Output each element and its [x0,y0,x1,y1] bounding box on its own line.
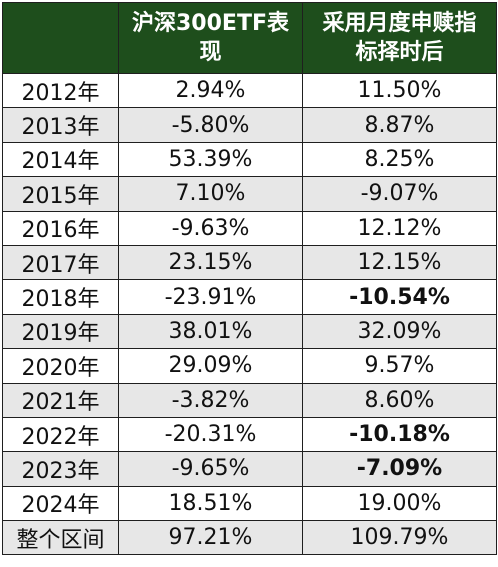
cell-timed-return: 12.12% [302,210,497,246]
cell-timed-return: 8.60% [302,382,497,418]
cell-timed-return: -10.54% [302,279,497,315]
cell-year: 2021年 [2,382,119,418]
cell-etf-return: -23.91% [118,279,303,315]
table-row: 2015年 7.10% -9.07% [2,176,497,212]
table-row: 2013年 -5.80% 8.87% [2,107,497,143]
table-row: 2019年 38.01% 32.09% [2,313,497,350]
cell-etf-return: 97.21% [118,520,303,556]
cell-timed-return: 19.00% [302,485,497,522]
cell-timed-return: 8.25% [302,141,497,178]
header-timed-line-1: 采用月度申赎指 [322,11,477,36]
header-cell-etf: 沪深300ETF表 现 [118,2,303,74]
cell-etf-return: 23.15% [118,244,303,281]
cell-timed-return: 109.79% [302,520,497,556]
cell-etf-return: 2.94% [118,72,303,109]
cell-etf-return: 53.39% [118,141,303,178]
cell-year: 2016年 [2,210,119,246]
cell-etf-return: 38.01% [118,313,303,350]
cell-timed-return: 11.50% [302,72,497,109]
table-header-row: 沪深300ETF表 现 采用月度申赎指 标择时后 [2,2,497,74]
cell-year: 2022年 [2,416,119,453]
cell-etf-return: 7.10% [118,176,303,212]
table-row: 2012年 2.94% 11.50% [2,72,497,109]
cell-etf-return: 18.51% [118,485,303,522]
cell-timed-return: 12.15% [302,244,497,281]
table-row: 2024年 18.51% 19.00% [2,485,497,522]
cell-timed-return: 9.57% [302,348,497,384]
cell-year: 整个区间 [2,520,119,556]
table-row: 2020年 29.09% 9.57% [2,348,497,384]
cell-year: 2018年 [2,279,119,315]
table-row: 2021年 -3.82% 8.60% [2,382,497,418]
table-row: 2023年 -9.65% -7.09% [2,451,497,487]
cell-etf-return: -9.63% [118,210,303,246]
table-row: 整个区间 97.21% 109.79% [2,520,497,556]
returns-table: 沪深300ETF表 现 采用月度申赎指 标择时后 2012年 2.94% 11.50… [2,2,497,556]
cell-year: 2019年 [2,313,119,350]
header-timed-line-2: 标择时后 [355,40,444,65]
cell-year: 2013年 [2,107,119,143]
header-cell-year [2,2,119,74]
cell-timed-return: 32.09% [302,313,497,350]
header-cell-timed: 采用月度申赎指 标择时后 [302,2,497,74]
cell-timed-return: -9.07% [302,176,497,212]
table-row: 2017年 23.15% 12.15% [2,244,497,281]
cell-year: 2014年 [2,141,119,178]
cell-year: 2024年 [2,485,119,522]
header-etf-line-1: 沪深300ETF表 [132,11,289,36]
table-row: 2022年 -20.31% -10.18% [2,416,497,453]
cell-etf-return: -3.82% [118,382,303,418]
table-row: 2018年 -23.91% -10.54% [2,279,497,315]
table-row: 2016年 -9.63% 12.12% [2,210,497,246]
cell-year: 2015年 [2,176,119,212]
table-body: 2012年 2.94% 11.50% 2013年 -5.80% 8.87% 2014年 53.… [2,72,497,556]
cell-year: 2023年 [2,451,119,487]
cell-timed-return: 8.87% [302,107,497,143]
cell-timed-return: -7.09% [302,451,497,487]
cell-etf-return: -20.31% [118,416,303,453]
cell-year: 2012年 [2,72,119,109]
cell-timed-return: -10.18% [302,416,497,453]
cell-etf-return: 29.09% [118,348,303,384]
cell-etf-return: -5.80% [118,107,303,143]
header-etf-line-2: 现 [199,40,222,65]
cell-year: 2017年 [2,244,119,281]
table-row: 2014年 53.39% 8.25% [2,141,497,178]
cell-year: 2020年 [2,348,119,384]
cell-etf-return: -9.65% [118,451,303,487]
